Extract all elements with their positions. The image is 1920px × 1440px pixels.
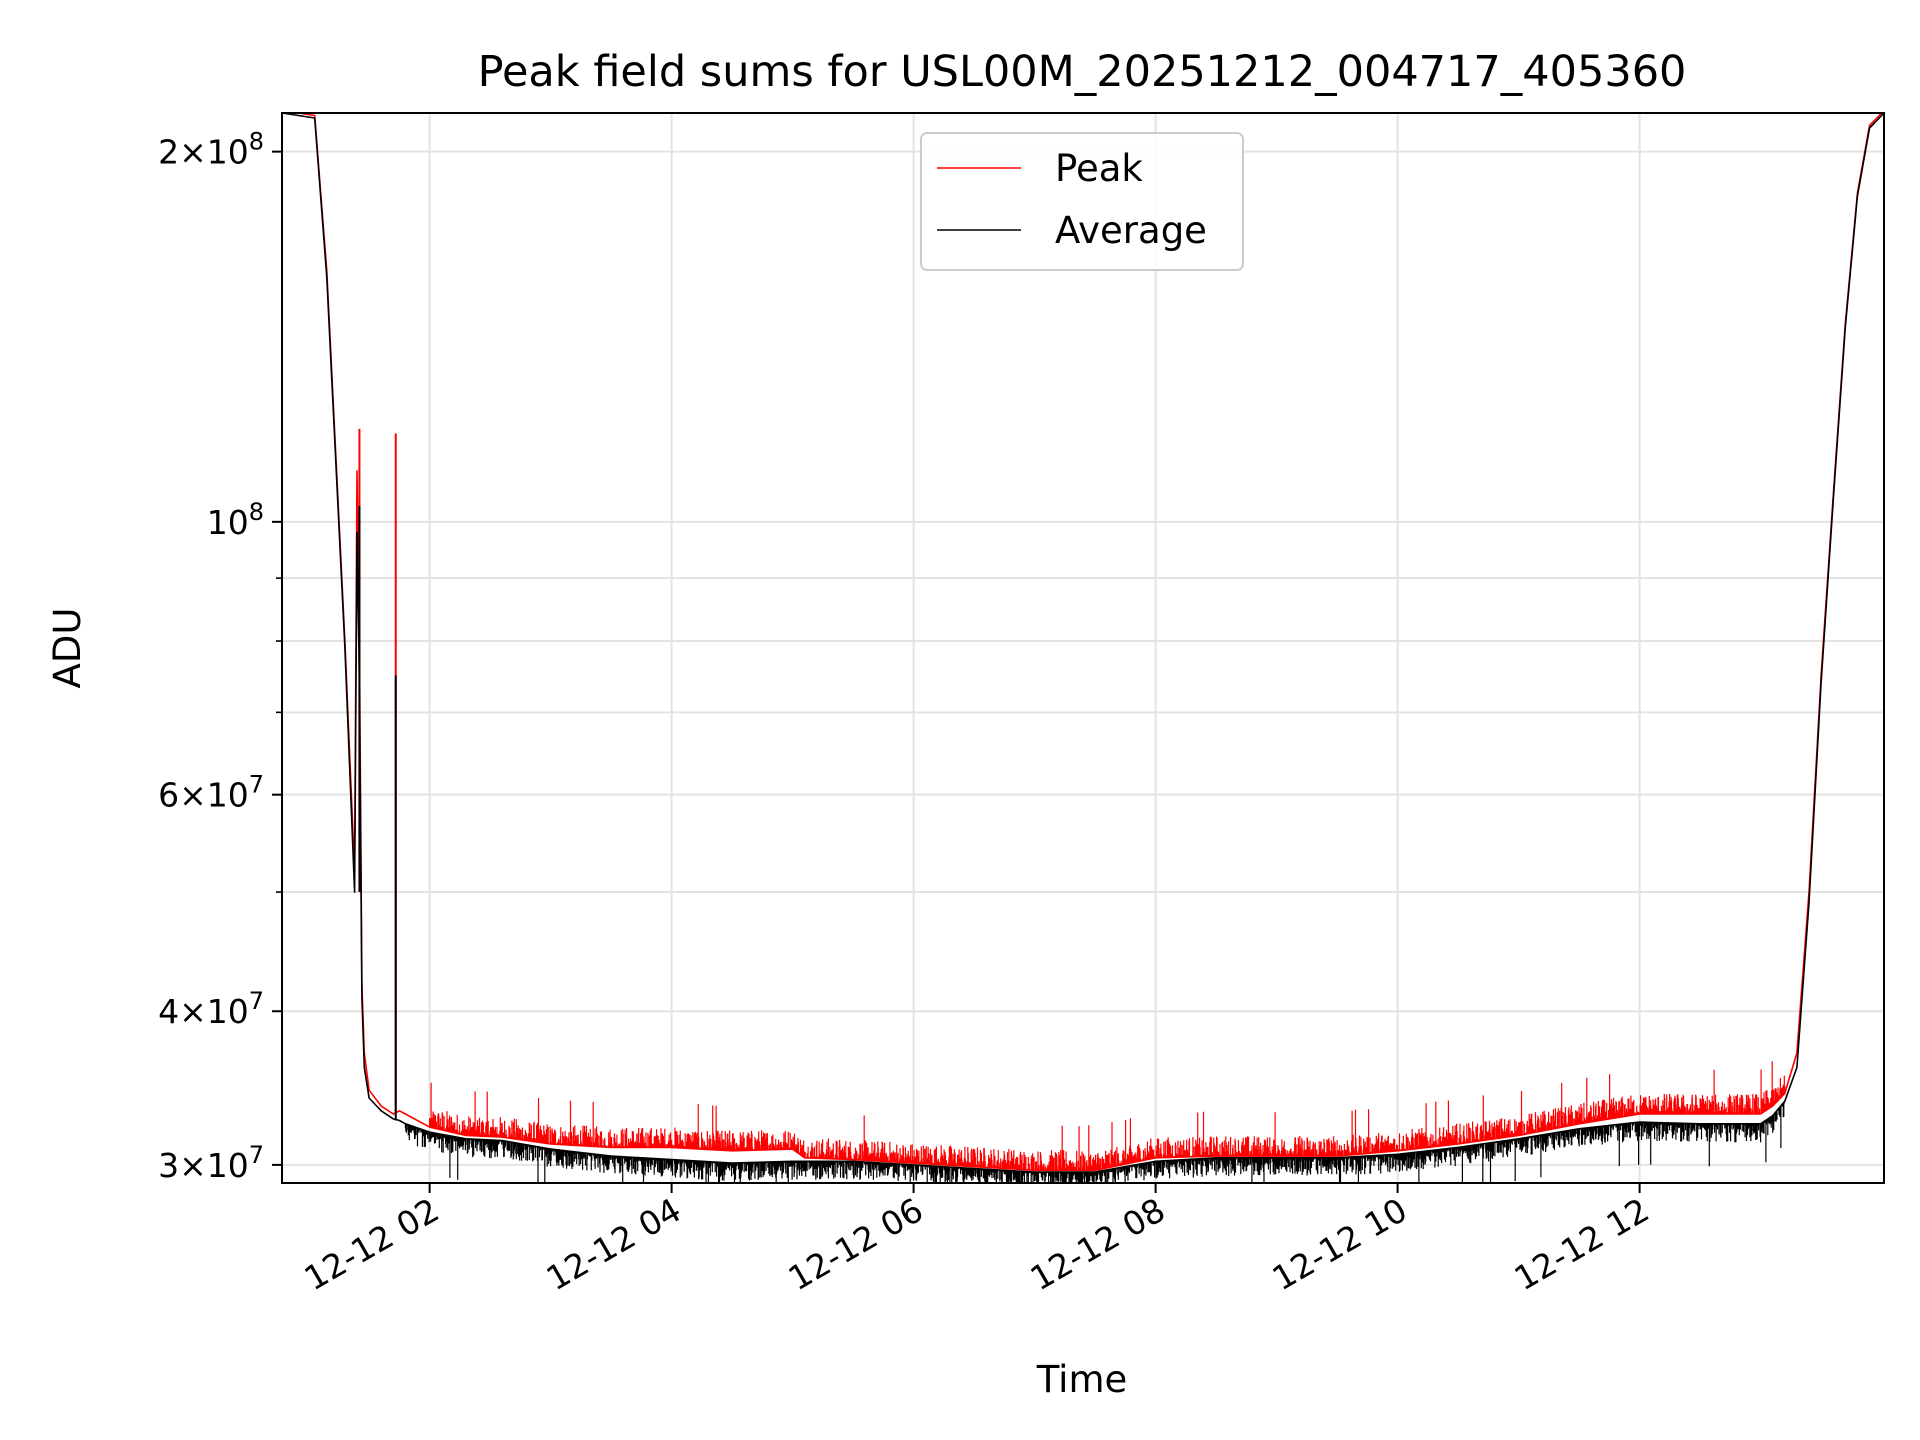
chart-title: Peak field sums for USL00M_20251212_0047… (478, 47, 1687, 97)
grid-lines (282, 113, 1884, 1183)
series-layer (282, 113, 1884, 1183)
y-tick-label: 4×107 (158, 987, 264, 1031)
y-tick-label: 6×107 (158, 771, 264, 815)
y-axis: 3×107 4×107 6×107 108 2×108 (158, 128, 282, 1185)
x-axis-label: Time (1036, 1358, 1128, 1401)
y-tick-label: 2×108 (158, 128, 264, 172)
y-axis-label: ADU (46, 608, 89, 689)
legend: Peak Average (920, 132, 1244, 271)
legend-peak-label: Peak (1055, 147, 1143, 190)
series-line-average (282, 113, 1884, 1173)
legend-average-label: Average (1055, 209, 1207, 252)
plot-frame (281, 112, 1885, 1184)
y-tick-label: 108 (207, 498, 264, 542)
y-tick-label: 3×107 (158, 1141, 264, 1185)
